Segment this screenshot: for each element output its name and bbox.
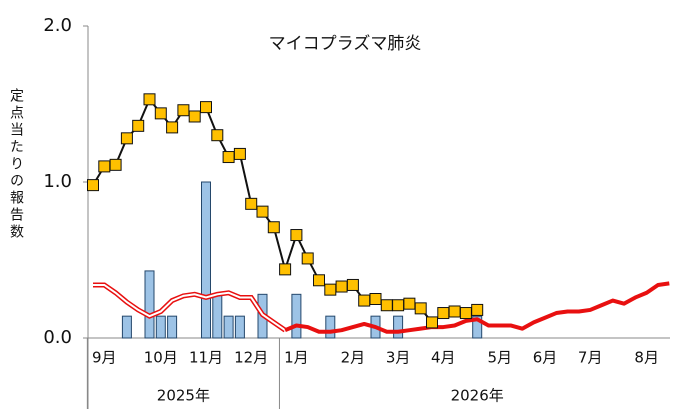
marker: [166, 121, 179, 134]
bar: [155, 315, 166, 339]
marker: [324, 283, 337, 296]
bar: [121, 315, 132, 339]
bar: [144, 270, 155, 339]
x-tick-label: 4月: [431, 349, 456, 367]
x-tick-label: 12月: [234, 349, 268, 367]
x-tick-label: 6月: [533, 349, 558, 367]
y-axis-label: 定点当たりの報告数: [8, 88, 24, 241]
marker: [437, 307, 450, 320]
bar: [167, 315, 178, 339]
marker: [380, 299, 393, 312]
y-tick-label: 2.0: [43, 15, 72, 36]
marker: [132, 119, 145, 132]
marker: [188, 110, 201, 123]
x-tick-label: 5月: [488, 349, 513, 367]
marker: [459, 307, 472, 320]
y-tick-label: 1.0: [43, 171, 72, 192]
x-group-label: 2026年: [451, 387, 504, 405]
marker: [222, 151, 235, 164]
bar: [291, 293, 302, 339]
marker: [346, 278, 359, 291]
bar: [212, 293, 223, 339]
marker: [358, 294, 371, 307]
marker: [279, 263, 292, 276]
marker: [120, 132, 133, 145]
marker: [98, 160, 111, 173]
bar: [393, 315, 404, 339]
marker: [369, 293, 382, 305]
bar: [201, 181, 211, 339]
y-tick-label: 0.0: [43, 327, 72, 348]
line: [93, 283, 286, 332]
marker: [245, 197, 258, 210]
chart-title: マイコプラズマ肺炎: [269, 34, 422, 54]
bar: [234, 315, 245, 339]
marker: [301, 252, 314, 265]
marker: [177, 104, 190, 117]
marker: [143, 93, 156, 106]
bar: [472, 315, 483, 339]
x-tick-label: 7月: [578, 349, 603, 367]
marker: [109, 158, 122, 171]
marker: [471, 303, 484, 316]
x-group-label: 2025年: [157, 387, 210, 405]
marker: [154, 107, 167, 120]
x-tick-label: 9月: [92, 349, 117, 367]
marker: [448, 305, 461, 318]
bar: [223, 315, 234, 339]
x-tick-label: 3月: [386, 349, 411, 367]
marker: [414, 302, 427, 315]
x-tick-label: 2月: [341, 349, 366, 367]
x-tick-label: 11月: [189, 349, 223, 367]
marker: [267, 221, 280, 234]
marker: [426, 316, 438, 329]
marker: [335, 280, 348, 293]
bar: [325, 315, 336, 339]
marker: [392, 299, 405, 312]
marker: [313, 274, 325, 287]
marker: [211, 129, 224, 142]
line: [284, 281, 670, 334]
x-tick-label: 1月: [284, 349, 309, 367]
marker: [233, 147, 246, 160]
marker: [290, 229, 303, 242]
marker: [87, 179, 99, 192]
marker: [403, 297, 416, 310]
x-tick-label: 8月: [634, 349, 659, 367]
line-outline: [93, 282, 287, 333]
x-tick-label: 10月: [144, 349, 178, 367]
marker: [200, 101, 212, 114]
marker: [256, 205, 269, 218]
